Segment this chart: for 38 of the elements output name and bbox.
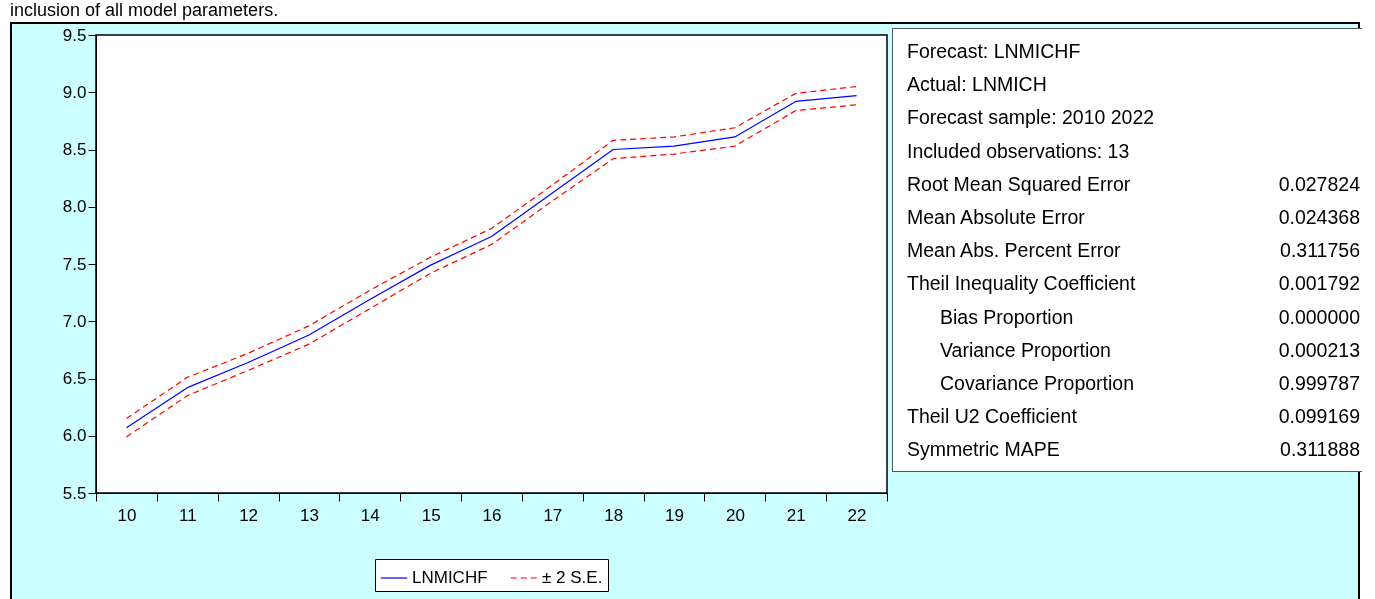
x-tick-label: 16	[482, 505, 502, 525]
x-tick-label: 17	[543, 505, 563, 525]
x-tick-label: 18	[604, 505, 624, 525]
x-tick-label: 13	[300, 505, 319, 525]
y-tick-label: 6.5	[62, 369, 87, 388]
y-tick-label: 8.5	[62, 140, 87, 159]
x-tick-label: 22	[847, 505, 867, 525]
text: Root Mean Squared Error 0.027824	[907, 172, 1360, 195]
y-tick-label: 7.5	[62, 254, 87, 274]
text: Actual: LNMICH	[907, 72, 1048, 98]
legend-label: ± 2 S.E.	[542, 568, 603, 587]
x-tick-label: 20	[725, 505, 745, 525]
y-tick-label: 6.0	[62, 426, 87, 446]
text: Bias Proportion 0.000000	[940, 305, 1360, 328]
text: Theil Inequality Coefficient 0.001792	[907, 272, 1360, 295]
text: Variance Proportion 0.000213	[940, 338, 1360, 361]
text: Covariance Proportion 0.999787	[940, 372, 1360, 395]
text: Included observations: 13	[907, 138, 1131, 164]
legend-label: LNMICHF	[412, 568, 488, 587]
y-tick-label: 7.0	[62, 311, 87, 331]
y-tick-label: 9.0	[62, 82, 87, 102]
y-tick-label: 9.5	[62, 25, 87, 45]
x-tick-label: 14	[360, 505, 380, 525]
text: Mean Absolute Error 0.024368	[907, 206, 1360, 229]
text: Theil U2 Coefficient 0.099169	[907, 405, 1360, 428]
text: Forecast: LNMICHF	[907, 39, 1082, 64]
text: inclusion of all model parameters.	[9, 0, 280, 22]
text: Forecast sample: 2010 2022	[907, 105, 1156, 131]
x-tick-label: 21	[786, 505, 806, 525]
y-tick-label: 8.0	[62, 197, 87, 217]
y-tick-label: 5.5	[62, 483, 87, 503]
x-tick-label: 11	[178, 505, 197, 525]
x-tick-label: 15	[421, 505, 441, 525]
x-tick-label: 10	[117, 505, 137, 525]
x-tick-label: 12	[239, 505, 259, 525]
x-tick-label: 19	[665, 505, 684, 525]
text: Mean Abs. Percent Error 0.311756	[907, 239, 1360, 262]
text: Symmetric MAPE 0.311888	[907, 438, 1360, 461]
